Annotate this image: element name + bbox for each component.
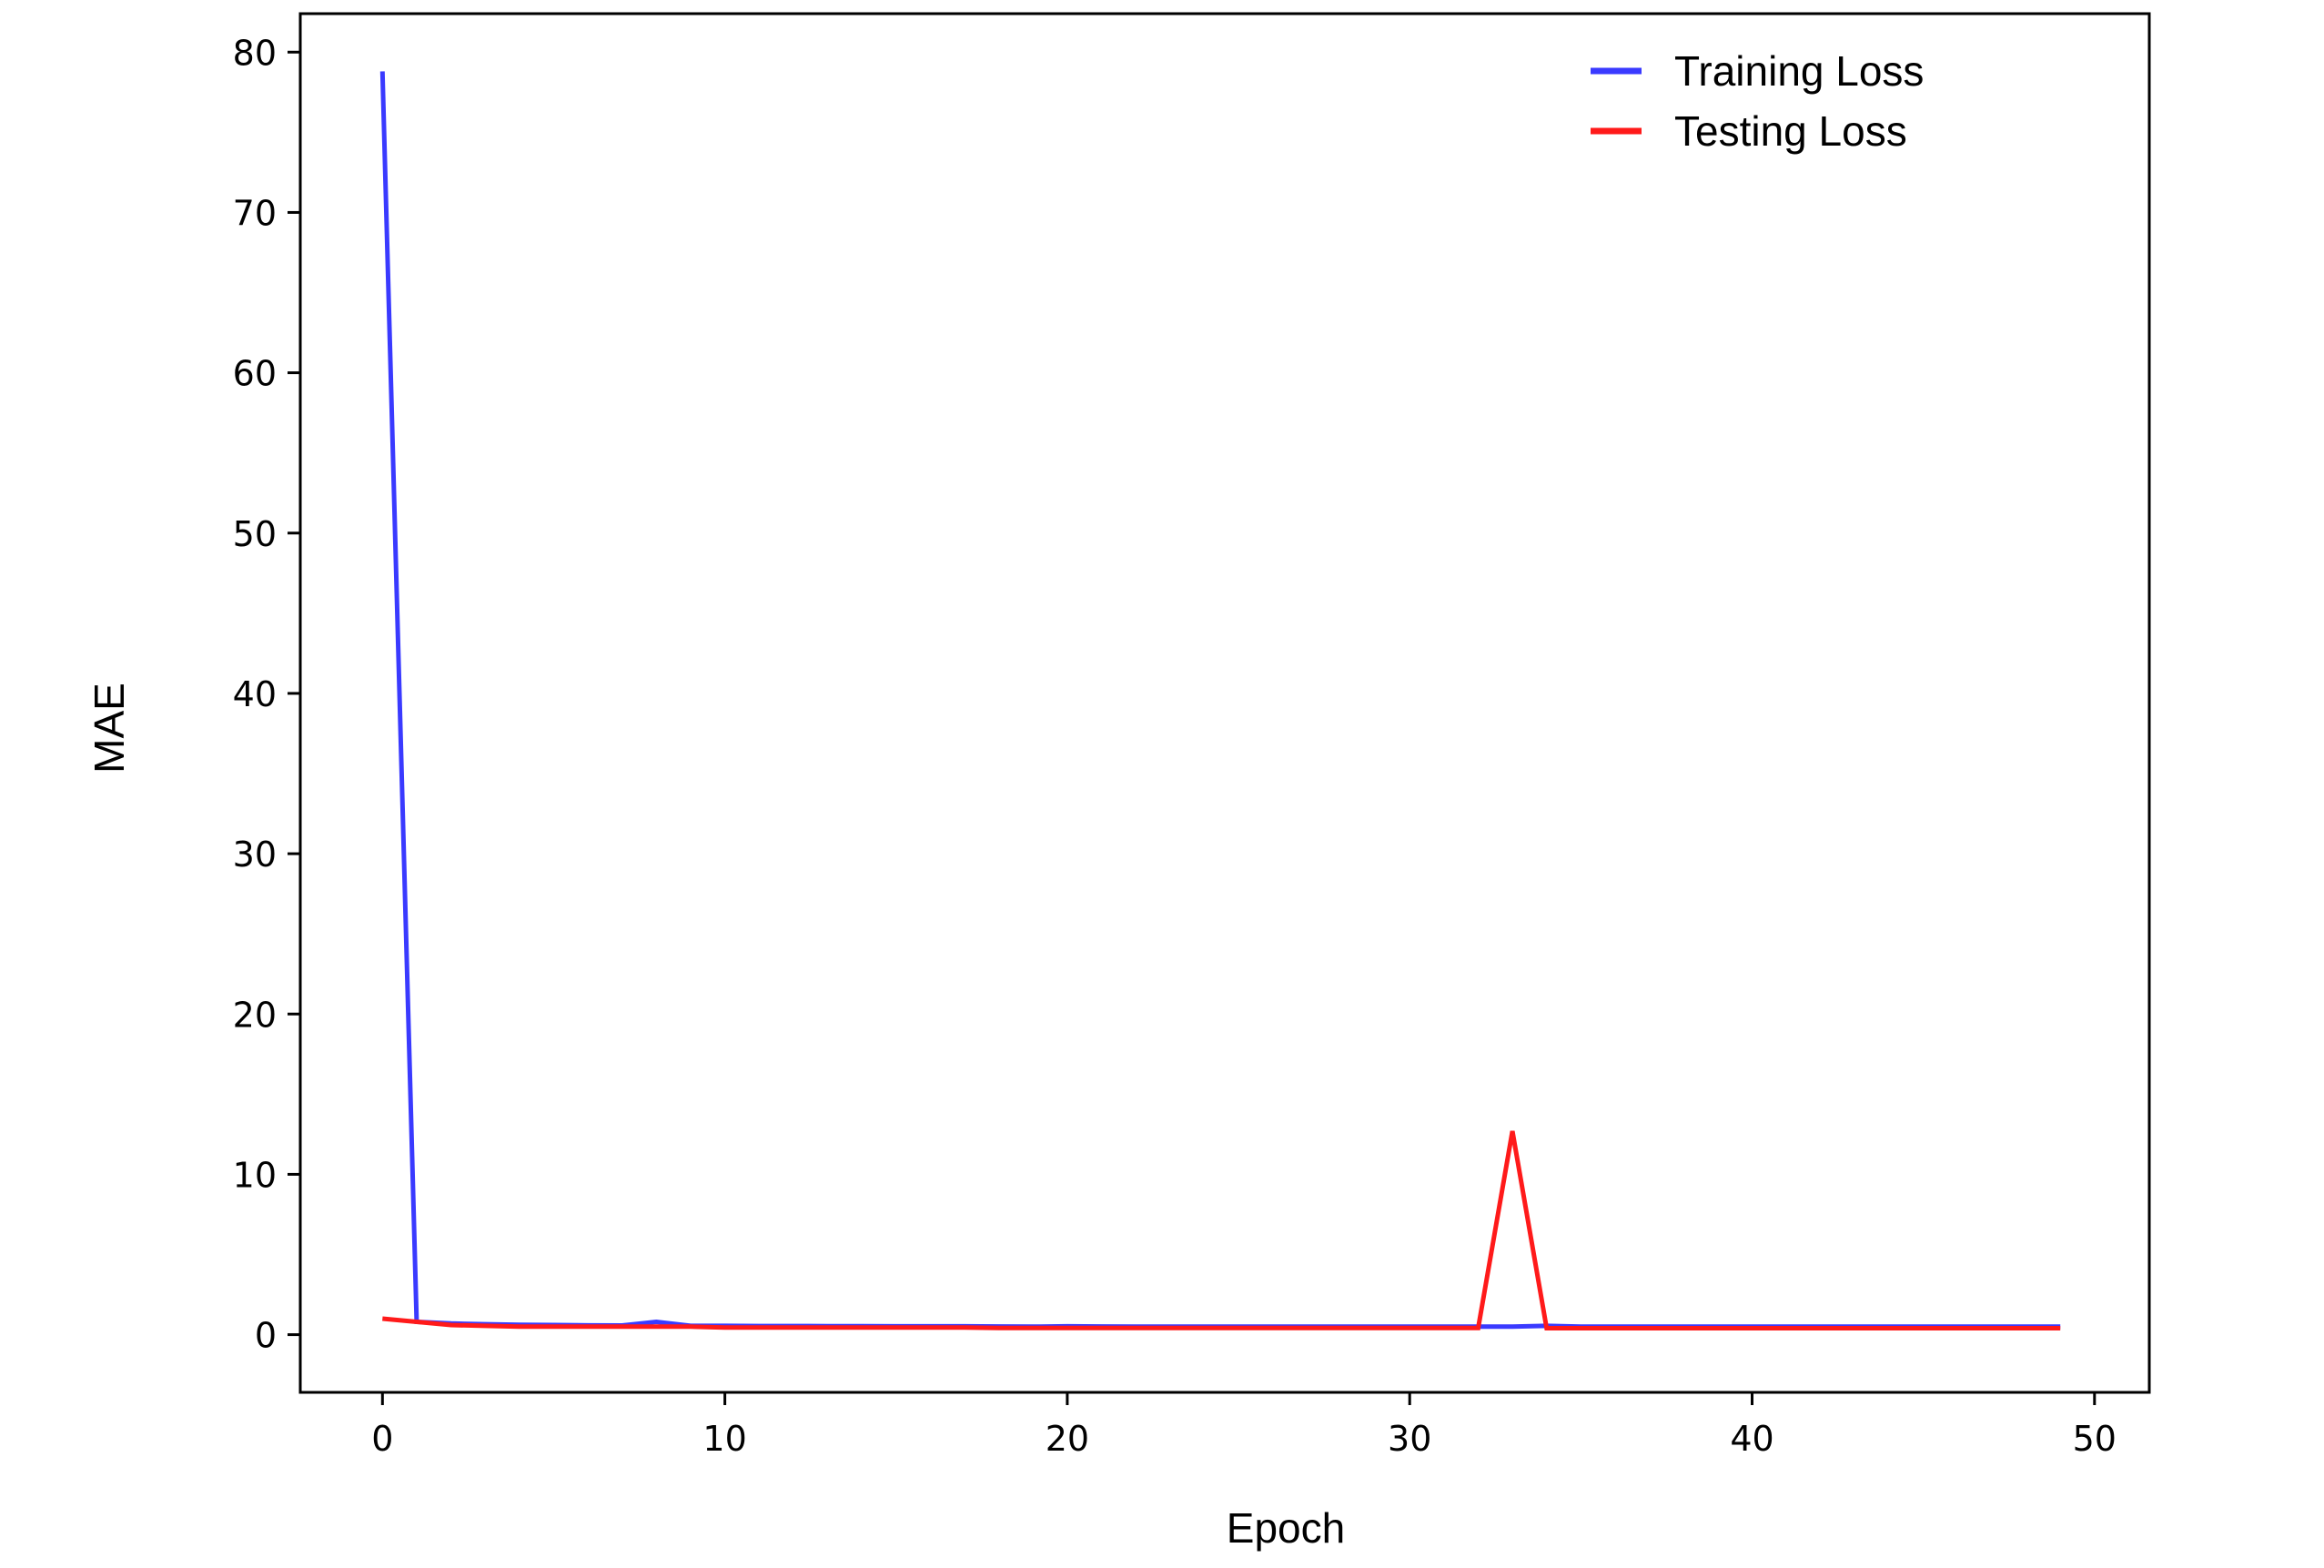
- legend: Training Loss Testing Loss: [1591, 47, 1924, 155]
- x-tick-label: 0: [371, 1419, 393, 1459]
- y-tick-label: 20: [233, 995, 277, 1035]
- plot-area: [298, 12, 2151, 1394]
- y-tick-label: 50: [233, 514, 277, 554]
- y-tick-label: 10: [233, 1155, 277, 1195]
- x-tick-label: 20: [1046, 1419, 1089, 1459]
- plot-frame: [298, 12, 2151, 1394]
- x-tick-label: 50: [2073, 1419, 2117, 1459]
- y-tick-label: 80: [233, 33, 277, 73]
- y-tick-label: 60: [233, 354, 277, 394]
- x-axis: 0 10 20 30 40 50: [371, 1392, 2117, 1459]
- legend-label: Testing Loss: [1674, 107, 1907, 155]
- y-axis-title: MAE: [86, 683, 133, 774]
- x-tick-label: 30: [1388, 1419, 1431, 1459]
- x-tick-label: 10: [702, 1419, 746, 1459]
- x-axis-title: Epoch: [1227, 1504, 1345, 1552]
- y-tick-label: 30: [233, 835, 277, 875]
- series-line-testing-loss: [382, 1130, 2061, 1330]
- y-axis: 0 10 20 30 40 50 60 70 80: [233, 33, 300, 1356]
- series-layer: [379, 71, 2061, 1330]
- y-tick-label: 70: [233, 193, 277, 233]
- legend-label: Training Loss: [1674, 47, 1924, 95]
- x-tick-label: 40: [1730, 1419, 1773, 1459]
- y-tick-label: 0: [255, 1316, 277, 1356]
- y-tick-label: 40: [233, 674, 277, 714]
